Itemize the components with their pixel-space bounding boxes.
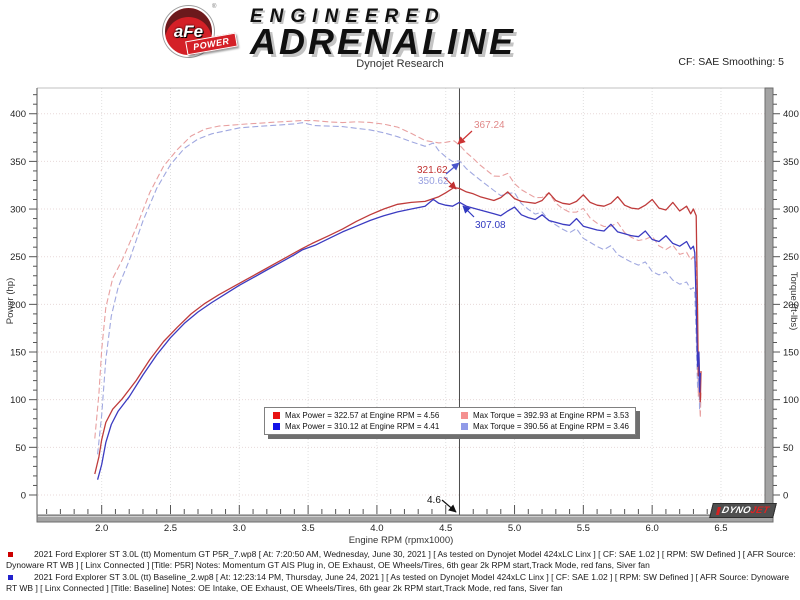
- svg-text:150: 150: [10, 348, 26, 359]
- svg-text:50: 50: [783, 443, 794, 454]
- registered-mark: ®: [212, 4, 217, 10]
- svg-text:3.0: 3.0: [233, 523, 246, 534]
- svg-text:400: 400: [10, 109, 26, 120]
- chart-subtitle: Dynojet Research: [356, 58, 444, 70]
- chart-legend: Max Power = 322.57 at Engine RPM = 4.56 …: [264, 407, 636, 435]
- curve-power-baseline: [96, 198, 701, 480]
- svg-text:200: 200: [783, 300, 799, 311]
- svg-text:50: 50: [15, 443, 26, 454]
- tagline-engineered: ENGINEERED: [250, 6, 446, 27]
- run-note-after: 2021 Ford Explorer ST 3.0L (tt) Momentum…: [0, 549, 800, 571]
- run-note-text: 2021 Ford Explorer ST 3.0L (tt) Momentum…: [6, 549, 796, 570]
- callout-value: 321.62: [417, 165, 448, 176]
- dyno-curves: [94, 119, 702, 480]
- svg-text:100: 100: [10, 395, 26, 406]
- svg-text:300: 300: [10, 205, 26, 216]
- legend-label: Max Torque = 392.93 at Engine RPM = 3.53: [473, 411, 629, 420]
- svg-text:350: 350: [783, 157, 799, 168]
- legend-item: Max Torque = 390.56 at Engine RPM = 3.46: [461, 422, 631, 431]
- legend-swatch-torque-before: [461, 423, 468, 430]
- gridlines: [38, 88, 765, 515]
- callout-value: 367.24: [474, 120, 505, 131]
- y-axis-label-power: Power (hp): [5, 278, 16, 324]
- y-axis-label-torque: Torque (ft-lbs): [788, 272, 799, 331]
- legend-item: Max Torque = 392.93 at Engine RPM = 3.53: [461, 411, 631, 420]
- curve-power-p5r: [94, 186, 702, 475]
- x-axis-label: Engine RPM (rpmx1000): [349, 535, 454, 546]
- svg-text:2.5: 2.5: [164, 523, 177, 534]
- legend-item: Max Power = 310.12 at Engine RPM = 4.41: [273, 422, 461, 431]
- run-note-text: 2021 Ford Explorer ST 3.0L (tt) Baseline…: [6, 572, 790, 593]
- svg-text:3.5: 3.5: [301, 523, 314, 534]
- brand-header: aFe ® POWER ENGINEERED ADRENALINE Dynoje…: [0, 0, 800, 80]
- correction-factor-label: CF: SAE Smoothing: 5: [678, 56, 784, 68]
- svg-text:2.0: 2.0: [95, 523, 108, 534]
- axes: 2.0 2.5 3.0 3.5 4.0 4.5 5.0 5.5 6.0 6.5 0 0 50 50 100 1…: [5, 94, 799, 546]
- svg-text:5.5: 5.5: [577, 523, 590, 534]
- svg-text:300: 300: [783, 205, 799, 216]
- svg-text:150: 150: [783, 348, 799, 359]
- svg-text:0: 0: [783, 490, 788, 501]
- callout-value: 307.08: [475, 220, 506, 231]
- dynojet-logo-text: DYNO: [720, 505, 753, 516]
- legend-label: Max Power = 322.57 at Engine RPM = 4.56: [285, 411, 440, 420]
- curve-torque-baseline: [97, 122, 701, 455]
- curve-torque-p5r: [94, 119, 702, 439]
- cursor-annotation: 4.6: [427, 495, 457, 513]
- svg-text:5.0: 5.0: [508, 523, 521, 534]
- run-notes: 2021 Ford Explorer ST 3.0L (tt) Momentum…: [0, 549, 800, 595]
- svg-text:6.5: 6.5: [714, 523, 727, 534]
- legend-label: Max Power = 310.12 at Engine RPM = 4.41: [285, 422, 440, 431]
- legend-label: Max Torque = 390.56 at Engine RPM = 3.46: [473, 422, 629, 431]
- svg-text:200: 200: [10, 300, 26, 311]
- svg-text:100: 100: [783, 395, 799, 406]
- plot-frame: [36, 87, 774, 523]
- dynojet-logo: DYNO JET: [709, 503, 777, 518]
- svg-text:350: 350: [10, 157, 26, 168]
- legend-swatch-power-before: [273, 423, 280, 430]
- svg-text:400: 400: [783, 109, 799, 120]
- run-bullet-red: [8, 552, 13, 557]
- svg-text:250: 250: [10, 252, 26, 263]
- legend-swatch-torque-after: [461, 412, 468, 419]
- svg-text:4.0: 4.0: [370, 523, 383, 534]
- cursor-rpm-value: 4.6: [427, 495, 441, 506]
- svg-text:6.0: 6.0: [646, 523, 659, 534]
- svg-text:250: 250: [783, 252, 799, 263]
- dynojet-logo-text-accent: JET: [749, 505, 771, 516]
- afe-logo-text: aFe: [173, 21, 204, 41]
- legend-item: Max Power = 322.57 at Engine RPM = 4.56: [273, 411, 461, 420]
- svg-text:0: 0: [21, 490, 26, 501]
- callout-value: 350.62: [418, 176, 449, 187]
- tagline-adrenaline: ADRENALINE: [250, 21, 517, 62]
- run-note-before: 2021 Ford Explorer ST 3.0L (tt) Baseline…: [0, 572, 800, 594]
- svg-text:4.5: 4.5: [439, 523, 452, 534]
- run-bullet-blue: [8, 575, 13, 580]
- legend-swatch-power-after: [273, 412, 280, 419]
